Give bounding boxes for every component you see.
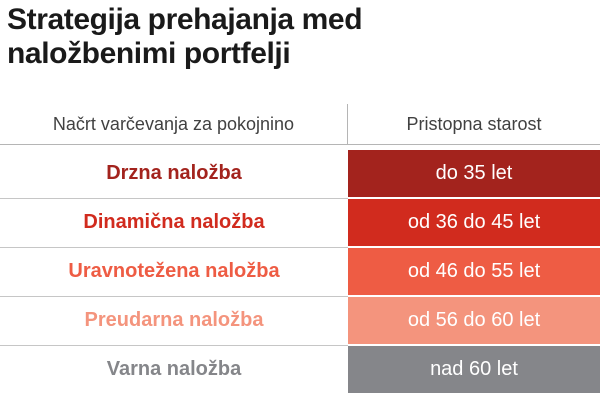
plan-label: Varna naložba — [0, 346, 348, 393]
age-cell: od 36 do 45 let — [348, 199, 600, 246]
age-cell: do 35 let — [348, 150, 600, 197]
table-row: Dinamična naložba od 36 do 45 let — [0, 199, 600, 248]
page-title: Strategija prehajanja med naložbenimi po… — [0, 0, 600, 71]
table-row: Varna naložba nad 60 let — [0, 346, 600, 393]
age-cell: nad 60 let — [348, 346, 600, 393]
table-header-row: Načrt varčevanja za pokojnino Pristopna … — [0, 104, 600, 145]
page-title-line2: naložbenimi portfelji — [7, 37, 291, 70]
page-title-line1: Strategija prehajanja med — [7, 3, 363, 36]
table-row: Preudarna naložba od 56 do 60 let — [0, 297, 600, 346]
age-cell: od 56 do 60 let — [348, 297, 600, 344]
plan-label: Uravnotežena naložba — [0, 248, 348, 297]
table-rows: Drzna naložba do 35 let Dinamična naložb… — [0, 145, 600, 393]
table-row: Uravnotežena naložba od 46 do 55 let — [0, 248, 600, 297]
column-header-plan: Načrt varčevanja za pokojnino — [0, 104, 348, 144]
plan-label: Dinamična naložba — [0, 199, 348, 248]
plan-label: Drzna naložba — [0, 150, 348, 199]
table-row: Drzna naložba do 35 let — [0, 150, 600, 199]
age-cell: od 46 do 55 let — [348, 248, 600, 295]
plan-label: Preudarna naložba — [0, 297, 348, 346]
strategy-table: Načrt varčevanja za pokojnino Pristopna … — [0, 104, 600, 393]
column-header-age: Pristopna starost — [406, 113, 542, 134]
